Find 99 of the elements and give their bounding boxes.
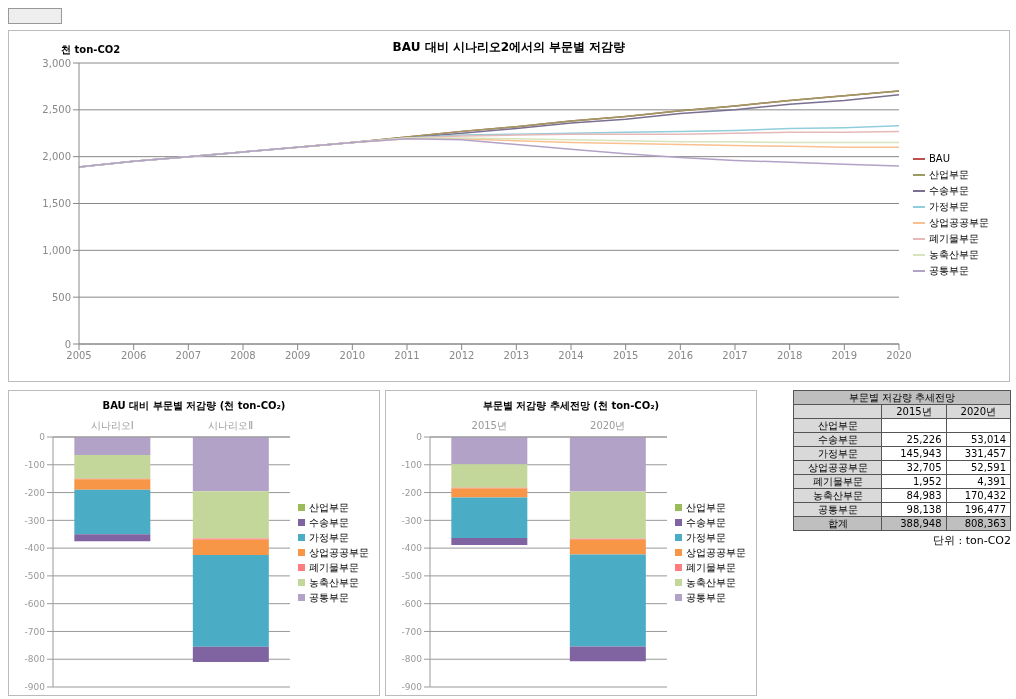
x-tick-label: 2019 xyxy=(831,350,858,362)
legend-label: 산업부문 xyxy=(308,500,350,515)
data-label: 25,226 xyxy=(881,432,947,447)
x-tick-label: 2020 xyxy=(886,350,912,362)
legend-label: 상업공공부문 xyxy=(928,216,989,230)
category-label: 공통부문 xyxy=(793,502,882,517)
y-tick-label: -500 xyxy=(24,571,46,582)
legend-label: 폐기물부문 xyxy=(685,560,737,575)
data-label: 84,983 xyxy=(881,488,947,503)
category-label: 가정부문 xyxy=(793,446,882,461)
legend-label: 가정부문 xyxy=(685,530,727,545)
y-tick-label: -900 xyxy=(401,682,423,693)
y-tick-label: -200 xyxy=(401,487,423,498)
data-label: 1,952 xyxy=(881,474,947,489)
x-tick-label: 2006 xyxy=(120,350,147,362)
text: 단위 : ton-CO2 xyxy=(931,533,1011,548)
legend-label: 산업부문 xyxy=(685,500,727,515)
y-tick-label: -100 xyxy=(24,459,46,470)
data-label: 388,948 xyxy=(881,516,947,531)
legend-label: 공통부문 xyxy=(308,590,350,605)
y-tick-label: -700 xyxy=(24,626,46,637)
x-tick-label: 2018 xyxy=(776,350,803,362)
category-label: 합계 xyxy=(793,516,882,531)
category-label: 농축산부문 xyxy=(793,488,882,503)
y-tick-label: 3,000 xyxy=(42,57,71,69)
chart-title: BAU 대비 부문별 저감량 (천 ton-CO₂) xyxy=(101,399,287,413)
data-label: 32,705 xyxy=(881,460,947,475)
x-tick-label: 2007 xyxy=(175,350,202,362)
series-label: 2020년 xyxy=(946,404,1011,419)
data-label: 53,014 xyxy=(946,432,1011,447)
y-tick-label: -200 xyxy=(24,487,46,498)
legend-label: 가정부문 xyxy=(308,530,350,545)
y-tick-label: -600 xyxy=(401,598,423,609)
y-tick-label: -900 xyxy=(24,682,46,693)
x-tick-label: 2009 xyxy=(284,350,311,362)
y-tick-label: -300 xyxy=(24,515,46,526)
y-tick-label: 500 xyxy=(51,291,71,303)
legend-label: 수송부문 xyxy=(308,515,350,530)
x-tick-label: 2008 xyxy=(230,350,256,362)
legend-label: 폐기물부문 xyxy=(928,232,980,246)
x-tick-label: 시나리오Ⅰ xyxy=(90,420,134,431)
x-tick-label: 2014 xyxy=(558,350,584,362)
legend-label: 폐기물부문 xyxy=(308,560,360,575)
y-tick-label: 2,000 xyxy=(42,151,71,163)
category-label: 상업공공부문 xyxy=(793,460,882,475)
y-tick-label: -500 xyxy=(401,571,423,582)
x-tick-label: 2010 xyxy=(339,350,366,362)
legend-label: BAU xyxy=(928,152,952,166)
legend-label: 수송부문 xyxy=(685,515,727,530)
legend-label: 농축산부문 xyxy=(685,575,737,590)
legend-label: 산업부문 xyxy=(928,168,970,182)
y-tick-label: -700 xyxy=(401,626,423,637)
x-tick-label: 2015년 xyxy=(471,420,507,431)
text: 부문별 저감량 추세전망 xyxy=(793,390,1011,405)
x-tick-label: 2015 xyxy=(612,350,639,362)
x-tick-label: 2011 xyxy=(394,350,420,362)
y-tick-label: -100 xyxy=(401,459,423,470)
y-tick-label: -800 xyxy=(24,654,46,665)
y-tick-label: 1,000 xyxy=(42,244,71,256)
data-label: 331,457 xyxy=(946,446,1011,461)
legend-label: 상업공공부문 xyxy=(685,545,746,560)
data-label: 170,432 xyxy=(946,488,1011,503)
legend-label: 공통부문 xyxy=(685,590,727,605)
chart-title: 부문별 저감량 추세전망 (천 ton-CO₂) xyxy=(481,399,661,413)
data-label: 4,391 xyxy=(946,474,1011,489)
y-tick-label: -800 xyxy=(401,654,423,665)
series-label: 2015년 xyxy=(881,404,947,419)
x-tick-label: 2013 xyxy=(503,350,530,362)
data-label: 98,138 xyxy=(881,502,947,517)
x-tick-label: 시나리오Ⅱ xyxy=(208,420,254,431)
x-tick-label: 2016 xyxy=(667,350,694,362)
legend-label: 농축산부문 xyxy=(308,575,360,590)
y-tick-label: 2,500 xyxy=(42,104,71,116)
legend-label: 공통부문 xyxy=(928,264,970,278)
legend-label: 농축산부문 xyxy=(928,248,980,262)
chart-title: BAU 대비 시나리오2에서의 부문별 저감량 xyxy=(392,40,626,54)
legend-label: 수송부문 xyxy=(928,184,970,198)
legend-label: 가정부문 xyxy=(928,200,970,214)
y-tick-label: -400 xyxy=(24,543,46,554)
y-tick-label: 1,500 xyxy=(42,198,71,210)
category-label: 산업부문 xyxy=(793,418,882,433)
legend-label: 상업공공부문 xyxy=(308,545,369,560)
y-tick-label: -400 xyxy=(401,543,423,554)
y-tick-label: -600 xyxy=(24,598,46,609)
x-tick-label: 2020년 xyxy=(590,420,626,431)
category-label: 수송부문 xyxy=(793,432,882,447)
category-label: 폐기물부문 xyxy=(793,474,882,489)
x-tick-label: 2012 xyxy=(448,350,475,362)
data-label: 52,591 xyxy=(946,460,1011,475)
x-tick-label: 2005 xyxy=(66,350,92,362)
y-tick-label: 0 xyxy=(416,432,423,443)
data-label: 196,477 xyxy=(946,502,1011,517)
y-tick-label: 0 xyxy=(64,338,71,350)
y-tick-label: -300 xyxy=(401,515,423,526)
data-label: 145,943 xyxy=(881,446,947,461)
y-tick-label: 0 xyxy=(39,432,46,443)
y-axis-title: 천 ton-CO2 xyxy=(61,43,121,57)
x-tick-label: 2017 xyxy=(722,350,748,362)
data-label: 808,363 xyxy=(946,516,1011,531)
